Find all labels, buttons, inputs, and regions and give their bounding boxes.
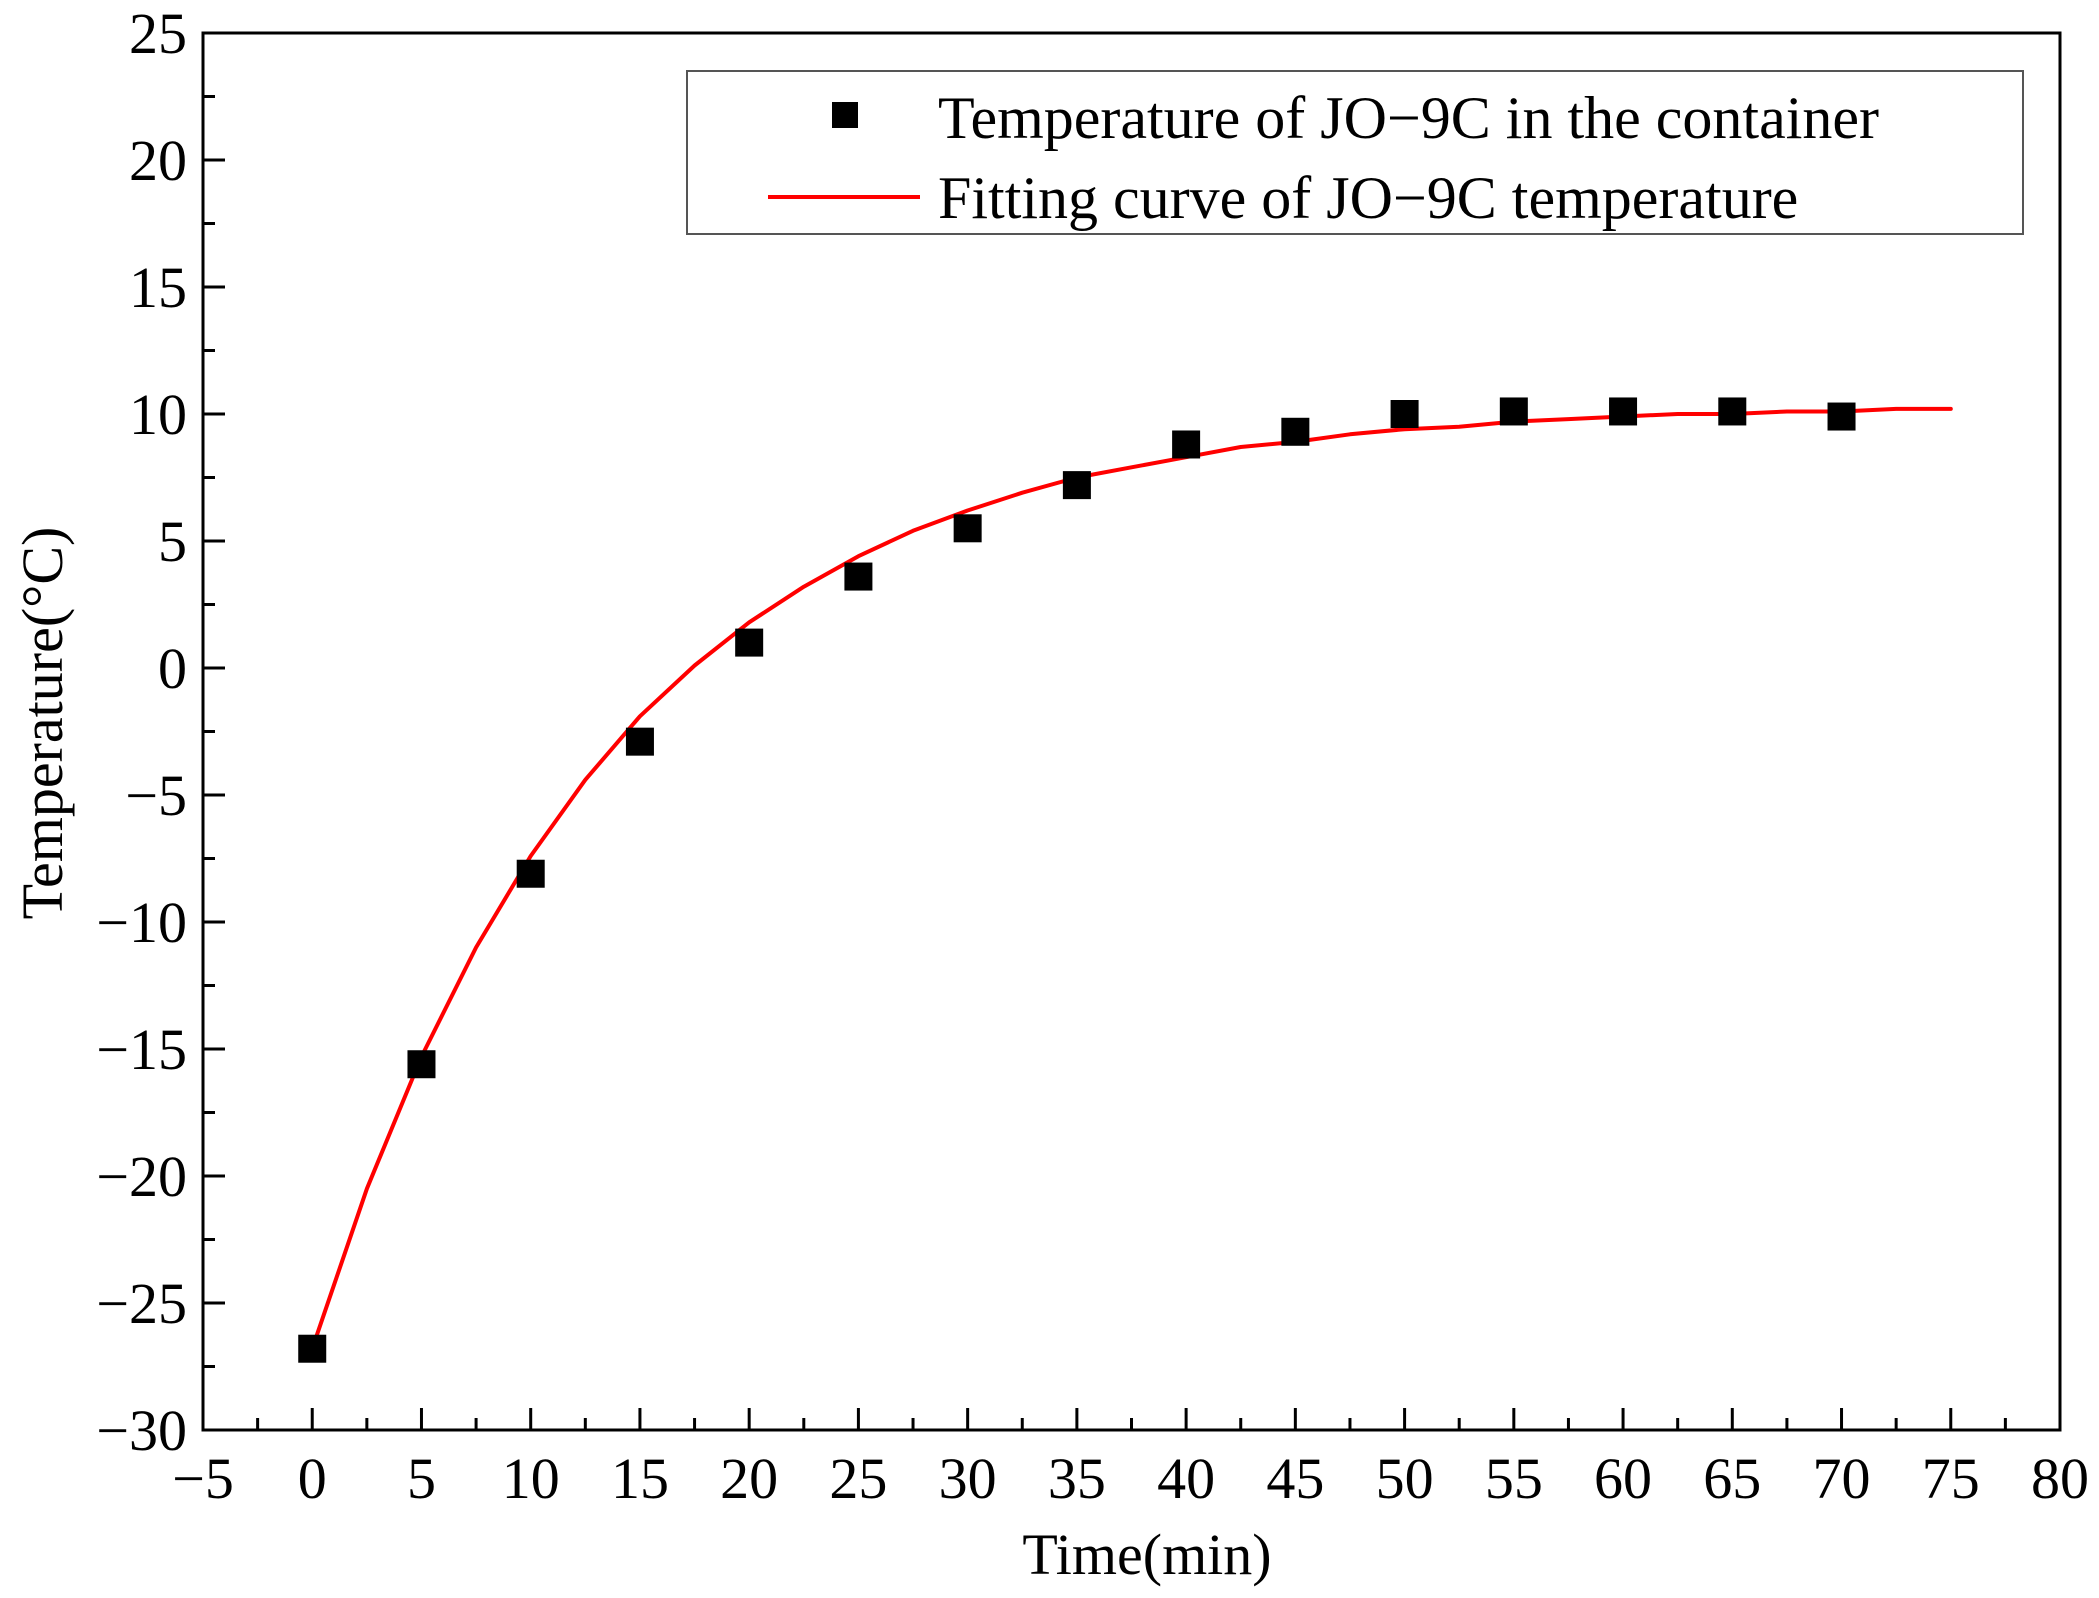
- y-tick-label: 15: [129, 255, 187, 320]
- x-tick-label: −5: [172, 1446, 234, 1511]
- fit-curve-line: [310, 406, 1953, 1351]
- data-point-marker: [1390, 400, 1419, 428]
- x-tick-label: 10: [502, 1446, 560, 1511]
- x-tick-label: 55: [1485, 1446, 1543, 1511]
- x-axis-title: Time(min): [1022, 1522, 1271, 1587]
- legend-label-measured: Temperature of JO−9C in the container: [938, 85, 1879, 151]
- data-point-marker: [1827, 402, 1856, 431]
- x-tick-label: 50: [1376, 1446, 1434, 1511]
- x-tick-label: 70: [1813, 1446, 1871, 1511]
- data-point-marker: [407, 1050, 436, 1079]
- x-tick-label: 20: [720, 1446, 778, 1511]
- data-point-marker: [625, 727, 654, 756]
- x-tick-label: 5: [407, 1446, 436, 1511]
- y-tick-label: −5: [125, 763, 187, 828]
- legend-box: [686, 70, 2024, 235]
- y-axis-title: Temperature(°C): [10, 527, 75, 920]
- y-tick-label: 5: [158, 509, 187, 574]
- y-tick-label: 0: [158, 636, 187, 701]
- x-tick-label: 35: [1048, 1446, 1106, 1511]
- y-tick-label: 25: [129, 1, 187, 66]
- axes: −5 0 5 10 15 20 25 30 35 40 45 50 55 60 65 70 75 80252015…: [96, 1, 2089, 1511]
- data-point-marker: [298, 1334, 327, 1363]
- x-tick-label: 80: [2031, 1446, 2089, 1511]
- y-tick-label: −20: [96, 1144, 187, 1209]
- x-tick-label: 75: [1922, 1446, 1980, 1511]
- y-tick-label: −15: [96, 1017, 187, 1082]
- legend-marker-square: [832, 102, 858, 128]
- x-tick-label: 60: [1594, 1446, 1652, 1511]
- x-tick-label: 15: [611, 1446, 669, 1511]
- legend: Temperature of JO−9C in the container Fi…: [686, 70, 2024, 235]
- y-tick-label: 10: [129, 382, 187, 447]
- x-tick-label: 65: [1703, 1446, 1761, 1511]
- y-tick-label: 20: [129, 128, 187, 193]
- data-point-marker: [844, 562, 873, 591]
- x-tick-label: 25: [829, 1446, 887, 1511]
- data-point-marker: [735, 628, 764, 657]
- data-point-marker: [1281, 417, 1310, 446]
- data-point-marker: [1062, 471, 1091, 500]
- x-tick-label: 40: [1157, 1446, 1215, 1511]
- x-tick-label: 45: [1266, 1446, 1324, 1511]
- data-point-marker: [516, 859, 545, 888]
- data-point-marker: [953, 514, 982, 543]
- data-point-marker: [1609, 397, 1638, 426]
- data-point-marker: [1718, 397, 1747, 426]
- y-tick-label: −30: [96, 1398, 187, 1463]
- series-group: [298, 397, 1953, 1363]
- y-tick-label: −10: [96, 890, 187, 955]
- x-tick-label: 30: [939, 1446, 997, 1511]
- x-tick-label: 0: [298, 1446, 327, 1511]
- legend-label-fit: Fitting curve of JO−9C temperature: [938, 165, 1798, 231]
- y-tick-label: −25: [96, 1271, 187, 1336]
- data-point-marker: [1499, 397, 1528, 426]
- data-point-marker: [1172, 430, 1201, 459]
